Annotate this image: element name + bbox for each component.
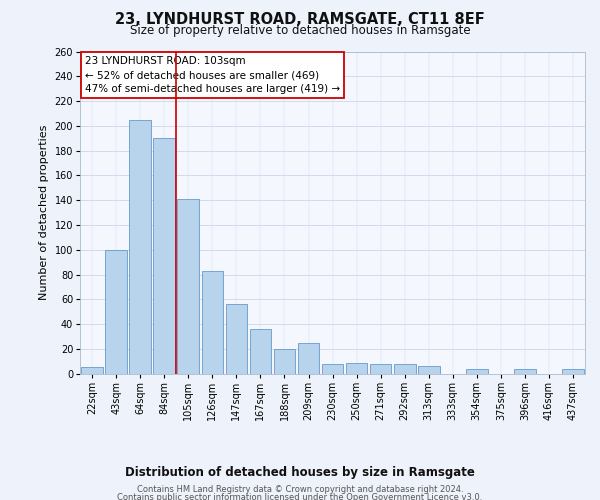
Bar <box>178 199 199 374</box>
Bar <box>274 349 295 374</box>
Y-axis label: Number of detached properties: Number of detached properties <box>39 125 49 300</box>
Bar <box>418 366 440 374</box>
Text: Contains HM Land Registry data © Crown copyright and database right 2024.: Contains HM Land Registry data © Crown c… <box>137 485 463 494</box>
Bar <box>298 342 319 374</box>
Text: Size of property relative to detached houses in Ramsgate: Size of property relative to detached ho… <box>130 24 470 37</box>
Text: 23 LYNDHURST ROAD: 103sqm
← 52% of detached houses are smaller (469)
47% of semi: 23 LYNDHURST ROAD: 103sqm ← 52% of detac… <box>85 56 340 94</box>
Bar <box>514 368 536 374</box>
Bar <box>250 329 271 374</box>
Bar <box>466 368 488 374</box>
Bar <box>322 364 343 374</box>
Text: 23, LYNDHURST ROAD, RAMSGATE, CT11 8EF: 23, LYNDHURST ROAD, RAMSGATE, CT11 8EF <box>115 12 485 28</box>
Bar <box>82 368 103 374</box>
Bar <box>226 304 247 374</box>
Bar <box>394 364 416 374</box>
Text: Distribution of detached houses by size in Ramsgate: Distribution of detached houses by size … <box>125 466 475 479</box>
Bar <box>154 138 175 374</box>
Bar <box>346 362 367 374</box>
Bar <box>106 250 127 374</box>
Bar <box>370 364 391 374</box>
Bar <box>562 368 584 374</box>
Bar <box>130 120 151 374</box>
Bar <box>202 271 223 374</box>
Text: Contains public sector information licensed under the Open Government Licence v3: Contains public sector information licen… <box>118 494 482 500</box>
